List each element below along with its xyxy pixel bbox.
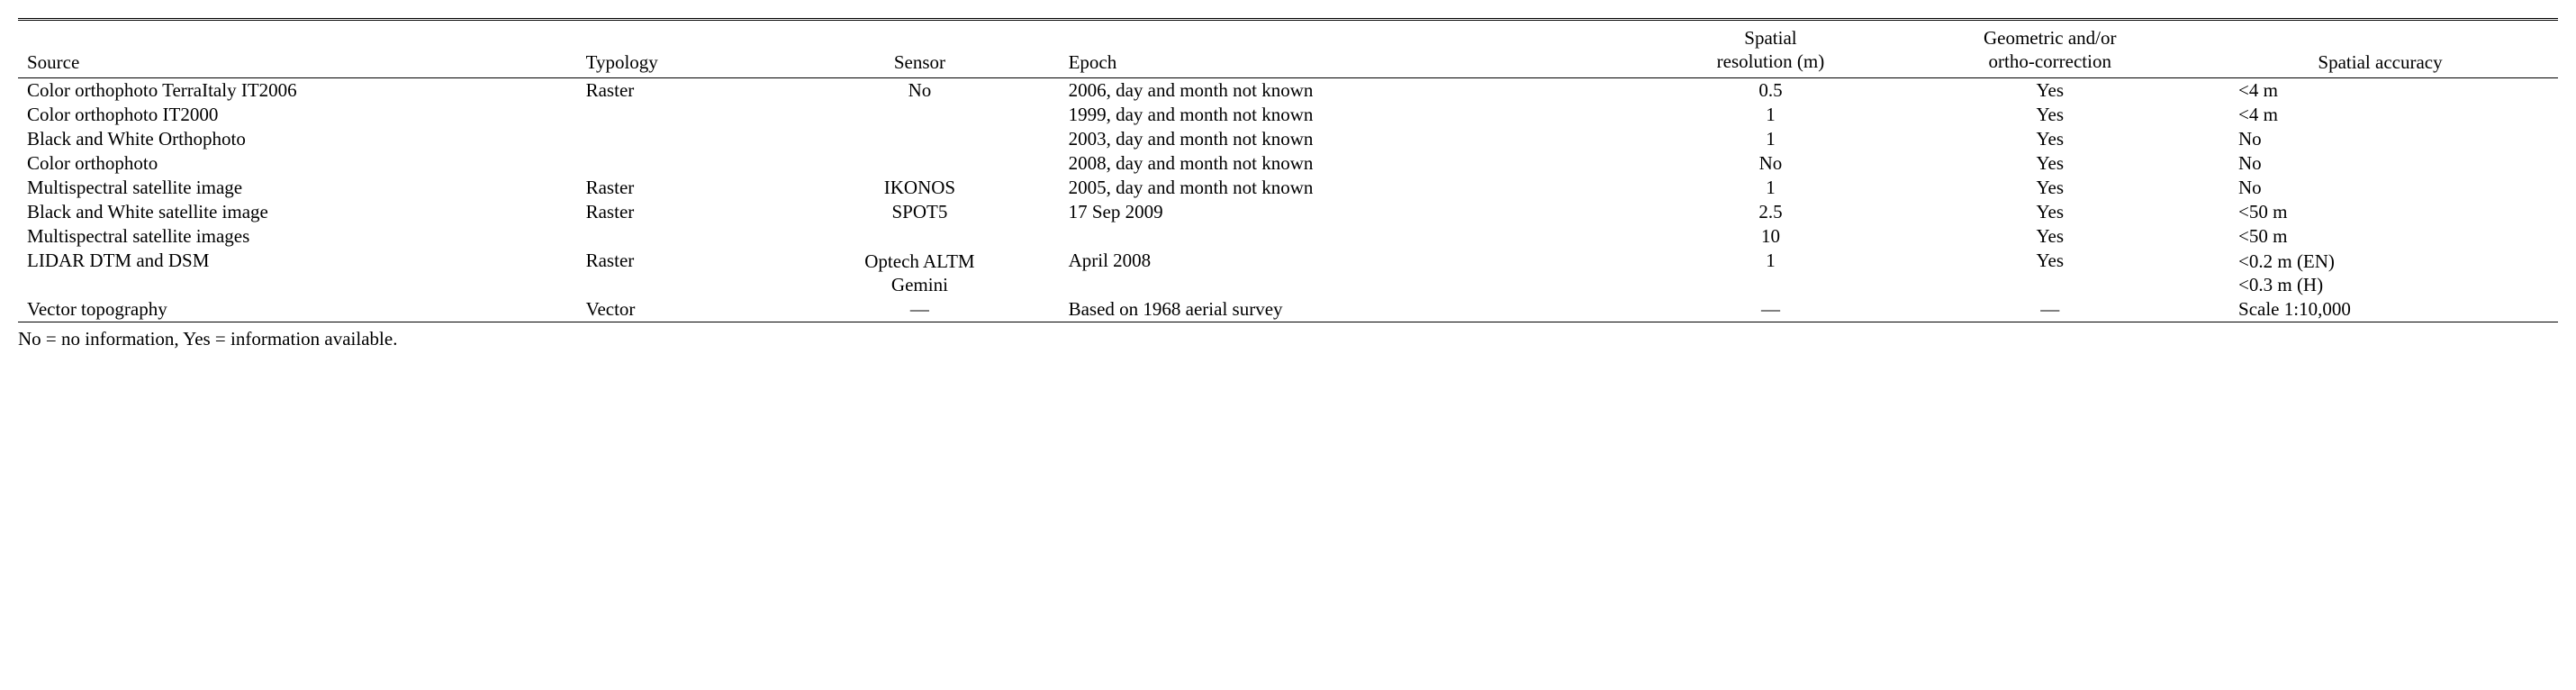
cell-geom: Yes — [1898, 200, 2203, 224]
cell-source: Multispectral satellite images — [18, 224, 577, 249]
table-row: Color orthophoto 2008, day and month not … — [18, 151, 2558, 176]
cell-geom: Yes — [1898, 176, 2203, 200]
cell-epoch: April 2008 — [1060, 249, 1644, 298]
cell-typology: Raster — [577, 77, 781, 103]
cell-source: Black and White satellite image — [18, 200, 577, 224]
cell-typology: Raster — [577, 249, 781, 298]
table-row: Multispectral satellite images 10Yes<50 m — [18, 224, 2558, 249]
cell-typology — [577, 224, 781, 249]
cell-source: LIDAR DTM and DSM — [18, 249, 577, 298]
cell-accuracy: <0.2 m (EN)<0.3 m (H) — [2202, 249, 2558, 298]
cell-sensor-l1: Optech ALTM — [789, 250, 1050, 273]
cell-geom: Yes — [1898, 151, 2203, 176]
th-accuracy: Spatial accuracy — [2202, 20, 2558, 78]
th-epoch: Epoch — [1060, 20, 1644, 78]
cell-source: Color orthophoto IT2000 — [18, 103, 577, 127]
cell-sensor: Optech ALTMGemini — [780, 249, 1059, 298]
cell-accuracy: <50 m — [2202, 224, 2558, 249]
cell-accuracy: No — [2202, 127, 2558, 151]
cell-geom: Yes — [1898, 103, 2203, 127]
cell-source: Black and White Orthophoto — [18, 127, 577, 151]
cell-spatial: 1 — [1643, 103, 1897, 127]
table-row: Color orthophoto TerraItaly IT2006Raster… — [18, 77, 2558, 103]
cell-source: Multispectral satellite image — [18, 176, 577, 200]
cell-typology — [577, 103, 781, 127]
cell-epoch: 2003, day and month not known — [1060, 127, 1644, 151]
th-typology: Typology — [577, 20, 781, 78]
cell-accuracy: No — [2202, 151, 2558, 176]
cell-source: Color orthophoto TerraItaly IT2006 — [18, 77, 577, 103]
table-footnote: No = no information, Yes = information a… — [18, 328, 2558, 350]
cell-accuracy: No — [2202, 176, 2558, 200]
table-header-row: Source Typology Sensor Epoch Spatial res… — [18, 20, 2558, 78]
cell-geom: Yes — [1898, 127, 2203, 151]
table-row: Multispectral satellite imageRasterIKONO… — [18, 176, 2558, 200]
table-row: Black and White satellite imageRasterSPO… — [18, 200, 2558, 224]
th-geom-l1: Geometric and/or — [1907, 26, 2194, 50]
cell-spatial: No — [1643, 151, 1897, 176]
cell-sensor: — — [780, 297, 1059, 322]
cell-epoch: 2005, day and month not known — [1060, 176, 1644, 200]
cell-spatial: 0.5 — [1643, 77, 1897, 103]
table-row: Color orthophoto IT2000 1999, day and mon… — [18, 103, 2558, 127]
cell-typology — [577, 127, 781, 151]
th-sensor: Sensor — [780, 20, 1059, 78]
cell-typology: Vector — [577, 297, 781, 322]
cell-sensor — [780, 127, 1059, 151]
th-source: Source — [18, 20, 577, 78]
cell-spatial: — — [1643, 297, 1897, 322]
cell-source: Color orthophoto — [18, 151, 577, 176]
cell-accuracy-l1: <0.2 m (EN) — [2238, 250, 2549, 273]
cell-sensor: IKONOS — [780, 176, 1059, 200]
cell-spatial: 2.5 — [1643, 200, 1897, 224]
table-row: LIDAR DTM and DSMRasterOptech ALTMGemini… — [18, 249, 2558, 298]
cell-accuracy: <4 m — [2202, 103, 2558, 127]
data-table-container: Source Typology Sensor Epoch Spatial res… — [18, 18, 2558, 350]
cell-typology: Raster — [577, 200, 781, 224]
cell-accuracy: <50 m — [2202, 200, 2558, 224]
th-spatial: Spatial resolution (m) — [1643, 20, 1897, 78]
th-spatial-l2: resolution (m) — [1652, 50, 1888, 73]
cell-source: Vector topography — [18, 297, 577, 322]
table-body: Color orthophoto TerraItaly IT2006Raster… — [18, 77, 2558, 322]
cell-spatial: 1 — [1643, 176, 1897, 200]
cell-sensor — [780, 103, 1059, 127]
th-geom: Geometric and/or ortho-correction — [1898, 20, 2203, 78]
cell-geom: — — [1898, 297, 2203, 322]
cell-spatial: 1 — [1643, 127, 1897, 151]
cell-accuracy: <4 m — [2202, 77, 2558, 103]
th-geom-l2: ortho-correction — [1907, 50, 2194, 73]
table-row: Black and White Orthophoto 2003, day and … — [18, 127, 2558, 151]
cell-sensor-l2: Gemini — [789, 273, 1050, 296]
th-spatial-l1: Spatial — [1652, 26, 1888, 50]
data-table: Source Typology Sensor Epoch Spatial res… — [18, 18, 2558, 322]
cell-epoch: 2006, day and month not known — [1060, 77, 1644, 103]
cell-geom: Yes — [1898, 224, 2203, 249]
cell-epoch: Based on 1968 aerial survey — [1060, 297, 1644, 322]
cell-sensor — [780, 151, 1059, 176]
cell-accuracy-l2: <0.3 m (H) — [2238, 273, 2549, 296]
cell-typology: Raster — [577, 176, 781, 200]
cell-geom: Yes — [1898, 249, 2203, 298]
cell-sensor: No — [780, 77, 1059, 103]
cell-accuracy: Scale 1:10,000 — [2202, 297, 2558, 322]
cell-epoch: 1999, day and month not known — [1060, 103, 1644, 127]
cell-spatial: 1 — [1643, 249, 1897, 298]
table-row: Vector topographyVector—Based on 1968 ae… — [18, 297, 2558, 322]
cell-sensor — [780, 224, 1059, 249]
cell-epoch: 17 Sep 2009 — [1060, 200, 1644, 224]
cell-spatial: 10 — [1643, 224, 1897, 249]
cell-epoch: 2008, day and month not known — [1060, 151, 1644, 176]
cell-sensor: SPOT5 — [780, 200, 1059, 224]
cell-geom: Yes — [1898, 77, 2203, 103]
cell-typology — [577, 151, 781, 176]
cell-epoch — [1060, 224, 1644, 249]
